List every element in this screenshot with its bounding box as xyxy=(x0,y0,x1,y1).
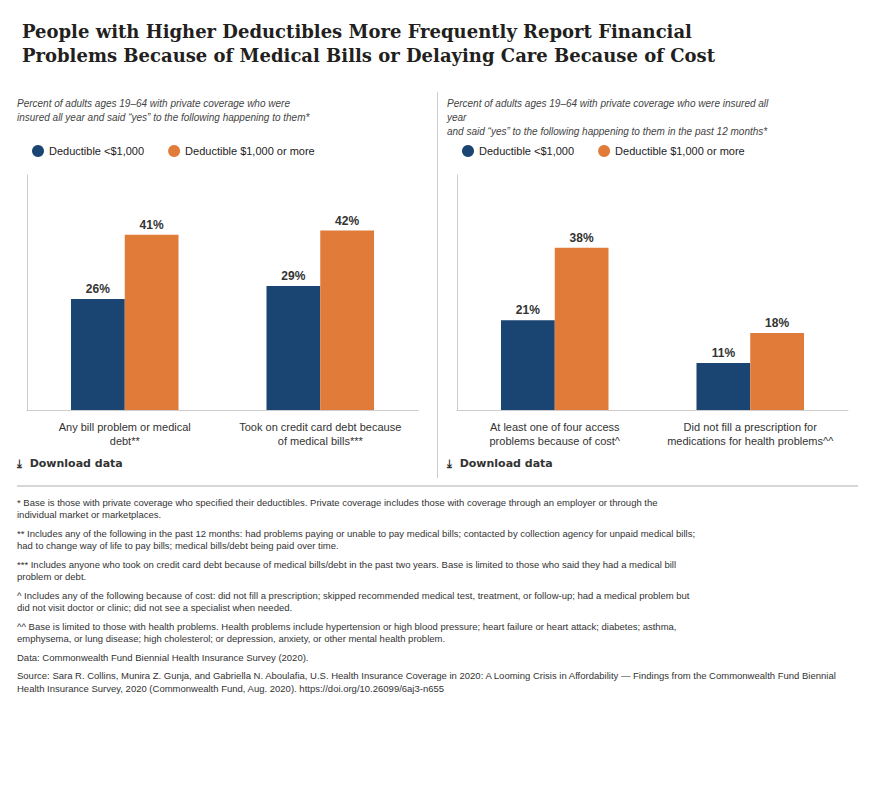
svg-text:People with Higher Deductibles: People with Higher Deductibles More Freq… xyxy=(22,21,692,42)
svg-text:^^ Base is limited to those wi: ^^ Base is limited to those with health … xyxy=(17,621,677,632)
svg-text:had to change way of life to p: had to change way of life to pay bills; … xyxy=(17,540,339,551)
svg-text:18%: 18% xyxy=(765,316,789,330)
svg-text:Deductible <$1,000: Deductible <$1,000 xyxy=(479,145,574,157)
svg-text:Percent of adults ages 19–64 w: Percent of adults ages 19–64 with privat… xyxy=(447,98,771,109)
svg-text:insured all year and said “yes: insured all year and said “yes” to the f… xyxy=(17,112,311,123)
svg-text:Any bill problem or medical: Any bill problem or medical xyxy=(59,421,191,433)
svg-text:Health Insurance Survey, 2020: Health Insurance Survey, 2020 (Commonwea… xyxy=(17,683,444,694)
svg-text:*** Includes anyone who took o: *** Includes anyone who took on credit c… xyxy=(17,559,676,570)
svg-text:42%: 42% xyxy=(335,214,359,228)
svg-text:26%: 26% xyxy=(86,282,110,296)
svg-text:Took on credit card debt becau: Took on credit card debt because xyxy=(239,421,401,433)
svg-text:* Base is those with private c: * Base is those with private coverage wh… xyxy=(17,497,658,508)
svg-text:Deductible $1,000 or more: Deductible $1,000 or more xyxy=(615,145,745,157)
svg-text:medications for health problem: medications for health problems^^ xyxy=(667,435,834,447)
svg-text:** Includes any of the followi: ** Includes any of the following in the … xyxy=(17,528,695,539)
svg-text:Problems Because of Medical Bi: Problems Because of Medical Bills or Del… xyxy=(22,45,716,66)
svg-text:^ Includes any of the followin: ^ Includes any of the following because … xyxy=(17,590,690,601)
svg-text:Source: Sara R. Collins, Munir: Source: Sara R. Collins, Munira Z. Gunja… xyxy=(17,670,838,681)
svg-text:Deductible <$1,000: Deductible <$1,000 xyxy=(49,145,144,157)
svg-text:did not visit doctor or clinic: did not visit doctor or clinic; did not … xyxy=(17,602,292,613)
svg-text:problems because of cost^: problems because of cost^ xyxy=(489,435,620,447)
svg-text:38%: 38% xyxy=(570,231,594,245)
svg-text:⤓ Download data: ⤓ Download data xyxy=(16,457,123,470)
svg-text:⤓ Download data: ⤓ Download data xyxy=(446,457,553,470)
svg-text:29%: 29% xyxy=(281,269,305,283)
svg-text:11%: 11% xyxy=(712,346,736,360)
svg-text:year: year xyxy=(446,112,467,123)
svg-text:problem or debt.: problem or debt. xyxy=(17,571,86,582)
svg-text:Percent of adults ages 19–64 w: Percent of adults ages 19–64 with privat… xyxy=(17,98,290,109)
svg-text:and said “yes” to the followin: and said “yes” to the following happenin… xyxy=(447,126,768,137)
svg-text:of medical bills***: of medical bills*** xyxy=(278,435,364,447)
svg-text:Did not fill a prescription fo: Did not fill a prescription for xyxy=(684,421,818,433)
svg-text:debt**: debt** xyxy=(110,435,141,447)
svg-text:21%: 21% xyxy=(516,303,540,317)
svg-text:Deductible $1,000 or more: Deductible $1,000 or more xyxy=(185,145,315,157)
svg-text:emphysema, or lung disease; hi: emphysema, or lung disease; high cholest… xyxy=(17,633,445,644)
svg-text:Data: Commonwealth Fund Bienni: Data: Commonwealth Fund Biennial Health … xyxy=(17,652,309,663)
svg-text:At least one of four access: At least one of four access xyxy=(490,421,620,433)
svg-text:41%: 41% xyxy=(140,218,164,232)
svg-text:individual market or marketpla: individual market or marketplaces. xyxy=(17,509,161,520)
